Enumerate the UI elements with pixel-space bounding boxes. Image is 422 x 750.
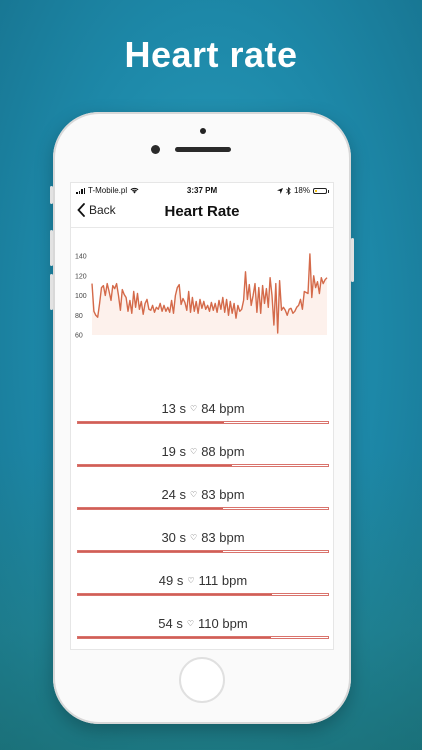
back-label: Back bbox=[89, 203, 116, 217]
y-tick-label: 100 bbox=[75, 293, 87, 300]
list-item: 49 s ♡ 111 bpm bbox=[77, 573, 329, 616]
page-title: Heart Rate bbox=[164, 203, 240, 220]
back-button[interactable]: Back bbox=[77, 203, 116, 217]
bpm-progress-bar bbox=[77, 507, 329, 510]
heart-icon: ♡ bbox=[190, 404, 198, 413]
wifi-icon bbox=[130, 187, 139, 194]
interval-label: 19 s ♡ 88 bpm bbox=[77, 444, 329, 459]
interval-time: 19 s bbox=[161, 444, 187, 459]
phone-frame: T-Mobile.pl 3:37 PM 18% Back Heart Rate … bbox=[50, 112, 354, 724]
headline: Heart rate bbox=[124, 34, 298, 75]
interval-label: 54 s ♡ 110 bpm bbox=[77, 616, 329, 631]
bpm-progress-fill bbox=[78, 551, 223, 552]
signal-icon bbox=[76, 187, 85, 194]
interval-bpm: 110 bpm bbox=[198, 616, 248, 631]
front-camera bbox=[151, 145, 160, 154]
status-time: 3:37 PM bbox=[186, 186, 218, 195]
list-item: 30 s ♡ 83 bpm bbox=[77, 530, 329, 573]
battery-icon bbox=[313, 187, 329, 194]
carrier-label: T-Mobile.pl bbox=[88, 186, 128, 195]
bpm-progress-fill bbox=[78, 637, 271, 638]
location-arrow-icon bbox=[276, 187, 283, 194]
interval-bpm: 111 bpm bbox=[198, 573, 248, 588]
chevron-left-icon bbox=[77, 203, 85, 217]
series-line bbox=[91, 253, 328, 334]
heart-icon: ♡ bbox=[187, 576, 195, 585]
heart-icon: ♡ bbox=[190, 490, 198, 499]
interval-time: 54 s bbox=[158, 616, 183, 631]
bpm-progress-bar bbox=[77, 421, 329, 424]
interval-bpm: 83 bpm bbox=[201, 530, 245, 545]
bpm-progress-bar bbox=[77, 636, 329, 639]
bpm-progress-fill bbox=[78, 465, 232, 466]
series-area bbox=[92, 254, 327, 335]
power-button bbox=[351, 238, 354, 282]
bluetooth-icon bbox=[286, 186, 291, 195]
list-item: 54 s ♡ 110 bpm bbox=[77, 616, 329, 649]
navigation-bar: Back Heart Rate bbox=[71, 197, 333, 228]
bpm-progress-bar bbox=[77, 550, 329, 553]
battery-percent: 18% bbox=[293, 186, 310, 195]
interval-label: 49 s ♡ 111 bpm bbox=[77, 573, 329, 588]
interval-time: 24 s bbox=[161, 487, 187, 502]
bpm-progress-bar bbox=[77, 464, 329, 467]
interval-bpm: 88 bpm bbox=[201, 444, 245, 459]
proximity-sensor bbox=[200, 128, 206, 134]
interval-bpm: 84 bpm bbox=[201, 401, 245, 416]
bpm-progress-fill bbox=[78, 594, 272, 595]
interval-label: 13 s ♡ 84 bpm bbox=[77, 401, 329, 416]
interval-bpm: 83 bpm bbox=[201, 487, 245, 502]
home-button[interactable] bbox=[179, 657, 225, 703]
list-item: 19 s ♡ 88 bpm bbox=[77, 444, 329, 487]
y-tick-label: 60 bbox=[75, 333, 83, 340]
earpiece-speaker bbox=[175, 147, 231, 152]
y-tick-label: 120 bbox=[75, 273, 87, 280]
heart-icon: ♡ bbox=[190, 447, 198, 456]
interval-label: 24 s ♡ 83 bpm bbox=[77, 487, 329, 502]
list-item: 13 s ♡ 84 bpm bbox=[77, 401, 329, 444]
bpm-progress-fill bbox=[78, 422, 225, 423]
heart-icon: ♡ bbox=[190, 533, 198, 542]
volume-down-button bbox=[50, 274, 53, 310]
y-tick-label: 140 bbox=[75, 254, 87, 261]
interval-time: 13 s bbox=[161, 401, 187, 416]
y-tick-label: 80 bbox=[75, 313, 83, 320]
bpm-progress-fill bbox=[78, 508, 223, 509]
list-item: 24 s ♡ 83 bpm bbox=[77, 487, 329, 530]
interval-time: 49 s bbox=[158, 573, 184, 588]
bpm-progress-bar bbox=[77, 593, 329, 596]
interval-list: 13 s ♡ 84 bpm 19 s ♡ 88 bpm 24 s ♡ 83 bpm 30 s ♡ 83… bbox=[77, 401, 329, 649]
heart-icon: ♡ bbox=[186, 619, 195, 628]
app-screen: T-Mobile.pl 3:37 PM 18% Back Heart Rate … bbox=[70, 182, 334, 650]
mute-switch bbox=[50, 186, 53, 204]
interval-time: 30 s bbox=[161, 530, 187, 545]
volume-up-button bbox=[50, 230, 53, 266]
status-bar: T-Mobile.pl 3:37 PM 18% bbox=[71, 183, 333, 197]
heart-rate-chart: 140 120 100 80 60 bbox=[75, 253, 328, 340]
interval-label: 30 s ♡ 83 bpm bbox=[77, 530, 329, 545]
